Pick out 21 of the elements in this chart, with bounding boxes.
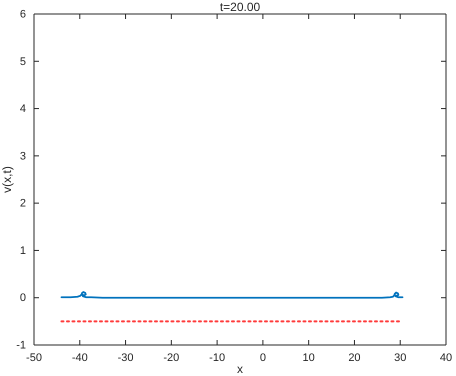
x-tick-label: 30	[394, 352, 406, 364]
y-tick-label: 4	[20, 103, 26, 116]
x-tick-label: 0	[260, 352, 266, 364]
x-tick-label: 20	[348, 352, 361, 364]
x-tick-label: -50	[26, 352, 42, 364]
y-tick-label: 3	[20, 150, 26, 162]
x-tick-label: 10	[302, 352, 315, 364]
x-tick-label: -30	[118, 352, 134, 364]
y-axis-title: v(x,t)	[0, 166, 14, 193]
x-axis-title: x	[237, 362, 243, 376]
y-tick-label: 6	[20, 8, 26, 21]
y-tick-label: 2	[20, 198, 26, 210]
x-tick-label: -20	[163, 352, 180, 364]
y-tick-label: 1	[20, 244, 26, 257]
y-tick-label: 5	[20, 56, 26, 68]
x-tick-label: -40	[72, 352, 88, 364]
chart-title: t=20.00	[220, 0, 261, 14]
y-tick-label: -1	[16, 340, 26, 352]
x-tick-label: -10	[209, 352, 226, 364]
y-tick-label: 0	[20, 292, 26, 304]
x-tick-label: 40	[440, 352, 452, 364]
